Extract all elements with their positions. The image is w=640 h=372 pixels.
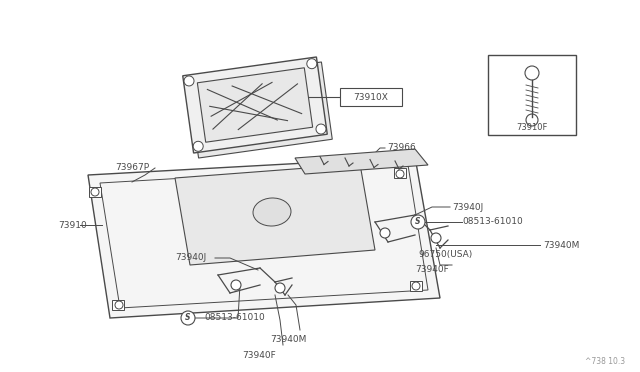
Circle shape xyxy=(181,311,195,325)
Circle shape xyxy=(396,170,404,178)
Bar xyxy=(197,68,313,142)
Polygon shape xyxy=(295,149,428,174)
Circle shape xyxy=(231,280,241,290)
Bar xyxy=(394,168,406,178)
Text: 73910F: 73910F xyxy=(516,122,548,131)
Text: 73940F: 73940F xyxy=(415,266,449,275)
Text: S: S xyxy=(185,314,191,323)
Bar xyxy=(410,281,422,291)
Circle shape xyxy=(115,301,123,309)
Text: 73940M: 73940M xyxy=(270,336,307,344)
Circle shape xyxy=(91,188,99,196)
Text: 73910X: 73910X xyxy=(353,93,388,102)
Text: 73940J: 73940J xyxy=(452,202,483,212)
Bar xyxy=(340,88,402,106)
Text: 73910: 73910 xyxy=(58,221,87,230)
Bar xyxy=(183,57,327,153)
Text: 96750(USA): 96750(USA) xyxy=(418,250,472,260)
Circle shape xyxy=(431,233,441,243)
Circle shape xyxy=(307,59,317,69)
Text: S: S xyxy=(415,218,420,227)
Circle shape xyxy=(411,215,425,229)
Circle shape xyxy=(193,141,203,151)
Text: 73940F: 73940F xyxy=(242,350,276,359)
Circle shape xyxy=(316,124,326,134)
Text: 08513-61010: 08513-61010 xyxy=(204,314,265,323)
Text: 73940J: 73940J xyxy=(175,253,206,263)
Ellipse shape xyxy=(253,198,291,226)
Text: 73966: 73966 xyxy=(387,144,416,153)
Text: 08513-61010: 08513-61010 xyxy=(462,218,523,227)
Bar xyxy=(188,62,332,158)
Bar xyxy=(89,187,101,197)
Polygon shape xyxy=(88,157,440,318)
Circle shape xyxy=(380,228,390,238)
Circle shape xyxy=(275,283,285,293)
Polygon shape xyxy=(175,164,375,265)
Bar xyxy=(112,300,124,310)
Circle shape xyxy=(412,282,420,290)
Text: 73967P: 73967P xyxy=(115,164,149,173)
Circle shape xyxy=(184,76,194,86)
Text: 73940M: 73940M xyxy=(543,241,579,250)
Text: ^738 10.3: ^738 10.3 xyxy=(585,357,625,366)
Bar xyxy=(488,55,576,135)
